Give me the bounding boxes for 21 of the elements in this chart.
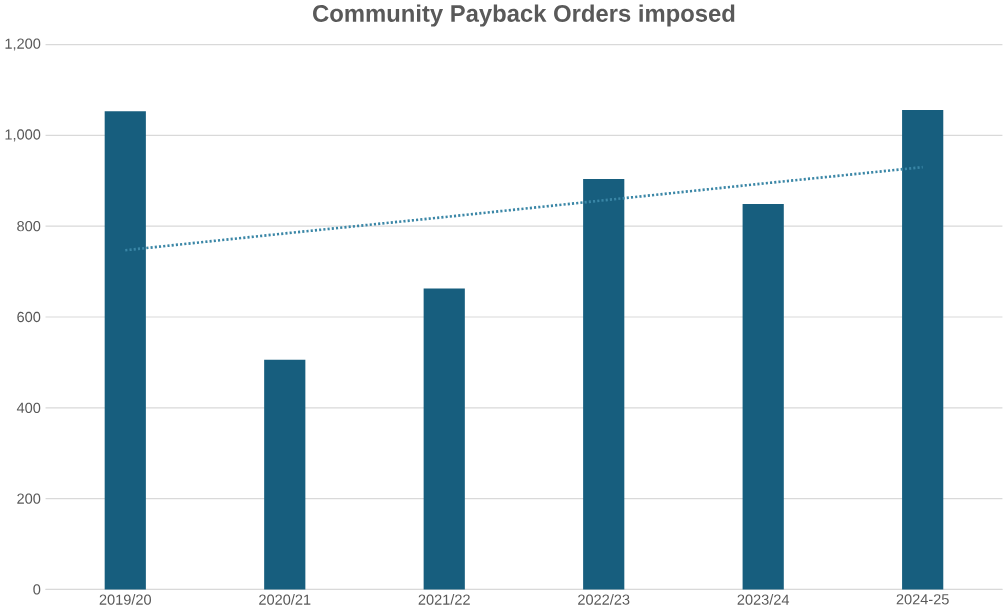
y-tick-label: 800	[17, 220, 41, 232]
bar	[902, 109, 944, 590]
x-tick-label: 2023/24	[737, 594, 790, 605]
bar	[742, 203, 784, 590]
x-tick-label: 2024-25	[896, 594, 949, 605]
y-tick-label: 400	[16, 402, 41, 413]
x-tick-label: 2020/21	[259, 594, 311, 605]
line-series	[123, 165, 925, 252]
y-tick-label: 0	[33, 584, 41, 595]
bar	[423, 288, 465, 590]
bar	[104, 111, 146, 590]
bar	[583, 178, 625, 590]
bar	[264, 359, 306, 590]
y-tick-label: 1,000	[5, 129, 41, 142]
chart-title: Community Payback Orders imposed	[313, 4, 735, 27]
y-tick-label: 1,200	[5, 38, 41, 51]
y-tick-label: 200	[17, 493, 41, 504]
x-tick-label: 2019/20	[99, 594, 152, 605]
y-tick-label: 600	[17, 311, 41, 323]
x-tick-label: 2022/23	[578, 594, 630, 605]
x-tick-label: 2021/22	[418, 594, 470, 605]
